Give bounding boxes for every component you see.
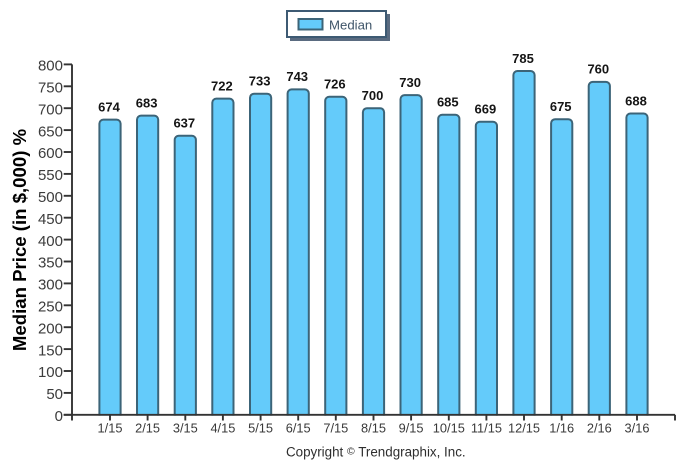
svg-text:2/15: 2/15	[135, 421, 160, 436]
svg-text:750: 750	[38, 80, 63, 97]
svg-text:250: 250	[38, 299, 63, 316]
svg-text:Median: Median	[329, 18, 372, 33]
svg-text:1/15: 1/15	[98, 421, 123, 436]
svg-text:700: 700	[362, 88, 384, 103]
svg-text:400: 400	[38, 233, 63, 250]
svg-text:800: 800	[38, 58, 63, 75]
svg-text:650: 650	[38, 123, 63, 140]
svg-text:683: 683	[136, 95, 158, 110]
svg-text:2/16: 2/16	[587, 421, 612, 436]
svg-text:685: 685	[437, 95, 459, 110]
svg-text:200: 200	[38, 320, 63, 337]
svg-text:50: 50	[46, 386, 63, 403]
svg-text:637: 637	[173, 116, 195, 131]
svg-text:7/15: 7/15	[323, 421, 348, 436]
svg-text:12/15: 12/15	[508, 421, 540, 436]
svg-text:688: 688	[625, 93, 647, 108]
svg-text:700: 700	[38, 101, 63, 118]
svg-text:760: 760	[587, 62, 609, 77]
svg-text:1/16: 1/16	[549, 421, 574, 436]
svg-text:350: 350	[38, 255, 63, 272]
svg-text:726: 726	[324, 77, 346, 92]
svg-text:4/15: 4/15	[210, 421, 235, 436]
svg-text:Median Price (in $,000) %: Median Price (in $,000) %	[9, 128, 30, 351]
svg-text:722: 722	[211, 78, 233, 93]
svg-text:10/15: 10/15	[433, 421, 465, 436]
svg-text:11/15: 11/15	[471, 421, 502, 436]
svg-text:785: 785	[512, 51, 534, 66]
svg-text:3/16: 3/16	[625, 421, 650, 436]
svg-text:150: 150	[38, 342, 63, 359]
svg-text:500: 500	[38, 189, 63, 206]
svg-text:743: 743	[286, 69, 308, 84]
svg-text:450: 450	[38, 211, 63, 228]
svg-text:5/15: 5/15	[248, 421, 273, 436]
svg-text:300: 300	[38, 277, 63, 294]
svg-text:Copyright © Trendgraphix, Inc.: Copyright © Trendgraphix, Inc.	[286, 445, 466, 460]
svg-text:550: 550	[38, 167, 63, 184]
svg-text:9/15: 9/15	[399, 421, 424, 436]
svg-text:0: 0	[55, 408, 63, 425]
svg-text:600: 600	[38, 145, 63, 162]
svg-text:100: 100	[38, 364, 63, 381]
svg-text:8/15: 8/15	[361, 421, 386, 436]
svg-text:674: 674	[98, 99, 120, 114]
svg-text:675: 675	[550, 99, 572, 114]
svg-text:669: 669	[475, 102, 497, 117]
svg-text:6/15: 6/15	[286, 421, 311, 436]
svg-text:3/15: 3/15	[173, 421, 198, 436]
svg-text:733: 733	[249, 74, 271, 89]
svg-text:730: 730	[399, 75, 421, 90]
